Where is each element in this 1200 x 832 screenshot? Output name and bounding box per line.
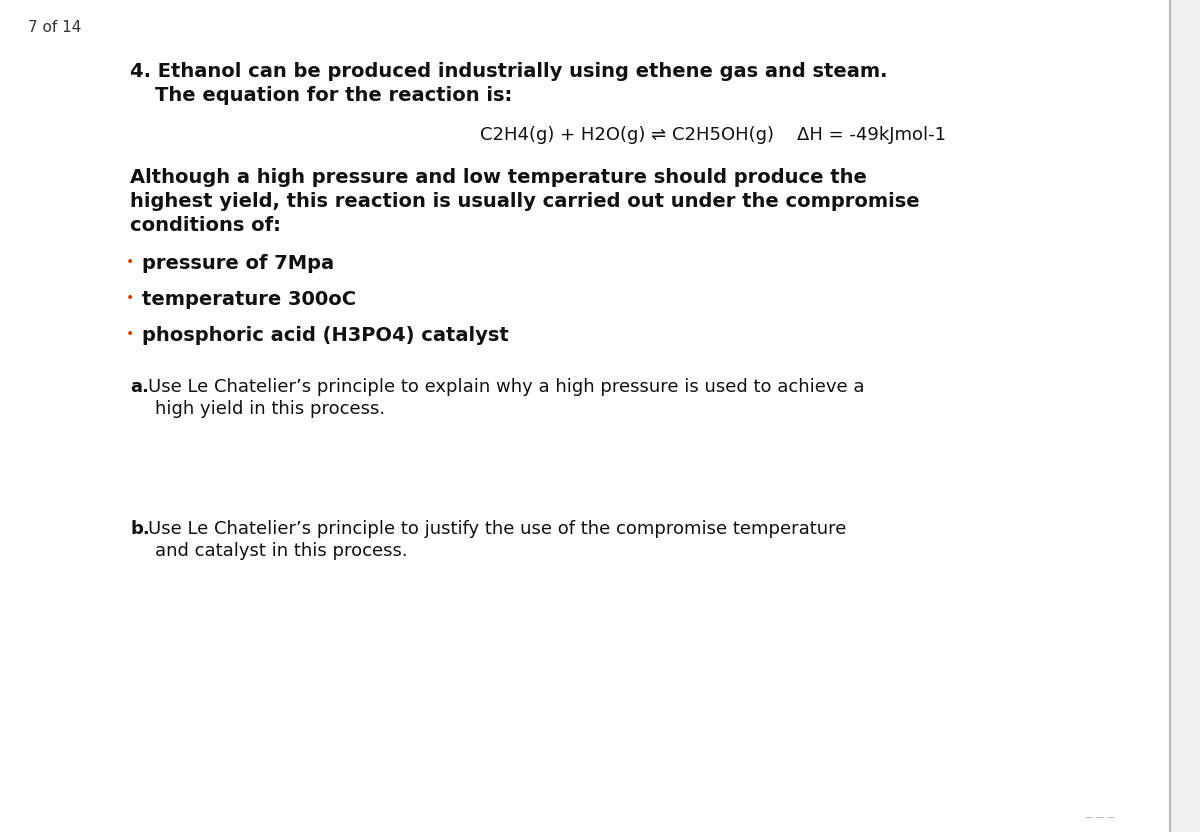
Text: 4. Ethanol can be produced industrially using ethene gas and steam.: 4. Ethanol can be produced industrially …: [130, 62, 888, 81]
Text: high yield in this process.: high yield in this process.: [155, 400, 385, 418]
Text: a.: a.: [130, 378, 149, 396]
Text: C2H4(g) + H2O(g) ⇌ C2H5OH(g)    ΔH = -49kJmol-1: C2H4(g) + H2O(g) ⇌ C2H5OH(g) ΔH = -49kJm…: [480, 126, 946, 144]
Text: — — —: — — —: [1085, 813, 1115, 821]
Text: •: •: [126, 291, 134, 305]
Text: temperature 300oC: temperature 300oC: [142, 290, 356, 309]
Text: and catalyst in this process.: and catalyst in this process.: [155, 542, 408, 560]
Text: Use Le Chatelier’s principle to justify the use of the compromise temperature: Use Le Chatelier’s principle to justify …: [148, 520, 846, 538]
Text: The equation for the reaction is:: The equation for the reaction is:: [155, 86, 512, 105]
Text: pressure of 7Mpa: pressure of 7Mpa: [142, 254, 334, 273]
Text: highest yield, this reaction is usually carried out under the compromise: highest yield, this reaction is usually …: [130, 192, 919, 211]
Text: •: •: [126, 327, 134, 341]
Text: Although a high pressure and low temperature should produce the: Although a high pressure and low tempera…: [130, 168, 866, 187]
Text: Use Le Chatelier’s principle to explain why a high pressure is used to achieve a: Use Le Chatelier’s principle to explain …: [148, 378, 864, 396]
Text: 7 of 14: 7 of 14: [28, 20, 82, 35]
Text: conditions of:: conditions of:: [130, 216, 281, 235]
Text: b.: b.: [130, 520, 150, 538]
Bar: [1170, 0, 1200, 832]
Text: •: •: [126, 255, 134, 269]
Text: phosphoric acid (H3PO4) catalyst: phosphoric acid (H3PO4) catalyst: [142, 326, 509, 345]
